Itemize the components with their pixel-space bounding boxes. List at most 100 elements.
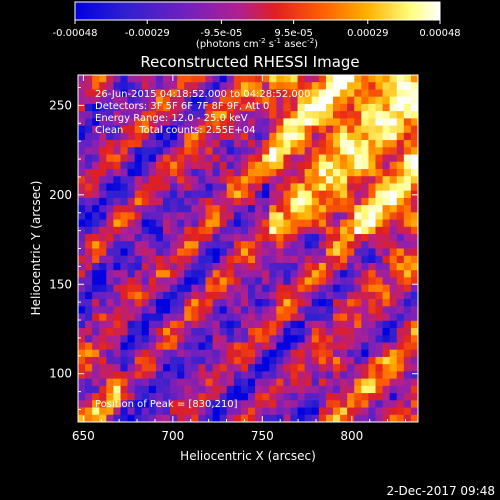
- heatmap-cell: [92, 284, 100, 293]
- heatmap-cell: [283, 356, 291, 365]
- heatmap-cell: [240, 212, 249, 221]
- heatmap-cell: [240, 132, 249, 141]
- heatmap-cell: [325, 328, 334, 336]
- heatmap-cell: [99, 277, 107, 286]
- heatmap-cell: [361, 393, 369, 401]
- heatmap-cell: [354, 248, 362, 257]
- heatmap-cell: [382, 248, 391, 257]
- heatmap-cell: [170, 277, 178, 286]
- heatmap-cell: [170, 212, 178, 221]
- heatmap-cell: [368, 183, 376, 192]
- heatmap-cell: [233, 154, 242, 163]
- heatmap-cell: [163, 306, 171, 315]
- heatmap-cell: [184, 132, 192, 141]
- heatmap-cell: [163, 103, 171, 112]
- heatmap-cell: [155, 161, 164, 170]
- heatmap-cell: [347, 277, 355, 286]
- heatmap-cell: [347, 407, 355, 416]
- heatmap-cell: [127, 103, 136, 112]
- heatmap-cell: [191, 226, 199, 235]
- heatmap-cell: [325, 190, 334, 199]
- heatmap-cell: [134, 161, 143, 170]
- heatmap-cell: [290, 284, 299, 293]
- heatmap-cell: [403, 75, 412, 83]
- heatmap-cell: [205, 255, 214, 264]
- heatmap-cell: [170, 89, 178, 98]
- heatmap-cell: [290, 147, 299, 156]
- heatmap-cell: [262, 349, 270, 358]
- heatmap-cell: [141, 75, 150, 83]
- heatmap-cell: [205, 140, 214, 148]
- heatmap-cell: [283, 400, 291, 409]
- heatmap-cell: [99, 118, 107, 127]
- heatmap-cell: [233, 212, 242, 221]
- heatmap-cell: [375, 255, 384, 264]
- heatmap-cell: [368, 385, 376, 394]
- heatmap-cell: [106, 103, 114, 112]
- heatmap-cell: [148, 125, 157, 134]
- heatmap-cell: [325, 140, 334, 148]
- heatmap-cell: [361, 219, 369, 228]
- heatmap-cell: [311, 262, 320, 271]
- heatmap-cell: [141, 241, 150, 249]
- heatmap-cell: [141, 342, 150, 351]
- heatmap-cell: [134, 226, 143, 235]
- heatmap-cell: [262, 371, 270, 380]
- heatmap-cell: [325, 176, 334, 184]
- heatmap-cell: [226, 103, 235, 112]
- heatmap-cell: [262, 168, 270, 177]
- heatmap-cell: [177, 248, 185, 257]
- heatmap-cell: [333, 197, 341, 206]
- heatmap-cell: [141, 364, 150, 372]
- heatmap-cell: [318, 262, 327, 271]
- heatmap-cell: [255, 306, 263, 315]
- heatmap-cell: [340, 342, 348, 351]
- heatmap-cell: [219, 147, 228, 156]
- heatmap-cell: [134, 313, 143, 322]
- heatmap-cell: [191, 277, 199, 286]
- heatmap-cell: [92, 378, 100, 387]
- heatmap-cell: [297, 342, 306, 351]
- heatmap-cell: [382, 176, 391, 184]
- heatmap-cell: [163, 118, 171, 127]
- heatmap-cell: [113, 147, 121, 156]
- heatmap-cell: [191, 349, 199, 358]
- heatmap-cell: [333, 241, 341, 249]
- heatmap-cell: [347, 385, 355, 394]
- heatmap-cell: [226, 161, 235, 170]
- heatmap-cell: [347, 205, 355, 213]
- heatmap-cell: [113, 407, 121, 416]
- heatmap-cell: [269, 270, 277, 278]
- heatmap-cell: [311, 168, 320, 177]
- heatmap-cell: [148, 364, 157, 372]
- heatmap-cell: [297, 320, 306, 329]
- heatmap-cell: [410, 226, 418, 235]
- heatmap-cell: [219, 400, 228, 409]
- heatmap-cell: [127, 284, 136, 293]
- heatmap-cell: [219, 154, 228, 163]
- heatmap-cell: [85, 147, 93, 156]
- heatmap-cell: [219, 241, 228, 249]
- heatmap-cell: [92, 277, 100, 286]
- heatmap-cell: [141, 313, 150, 322]
- heatmap-cell: [78, 335, 86, 343]
- heatmap-cell: [184, 197, 192, 206]
- heatmap-cell: [92, 190, 100, 199]
- heatmap-cell: [170, 190, 178, 199]
- heatmap-cell: [297, 190, 306, 199]
- heatmap-cell: [177, 197, 185, 206]
- heatmap-cell: [297, 183, 306, 192]
- heatmap-cell: [184, 96, 192, 105]
- heatmap-cell: [333, 219, 341, 228]
- heatmap-cell: [340, 89, 348, 98]
- heatmap-cell: [184, 75, 192, 83]
- heatmap-cell: [389, 291, 398, 300]
- heatmap-cell: [113, 168, 121, 177]
- heatmap-cell: [396, 385, 405, 394]
- heatmap-cell: [99, 103, 107, 112]
- heatmap-cell: [127, 140, 136, 148]
- heatmap-cell: [205, 248, 214, 257]
- heatmap-cell: [198, 190, 206, 199]
- heatmap-cell: [198, 291, 206, 300]
